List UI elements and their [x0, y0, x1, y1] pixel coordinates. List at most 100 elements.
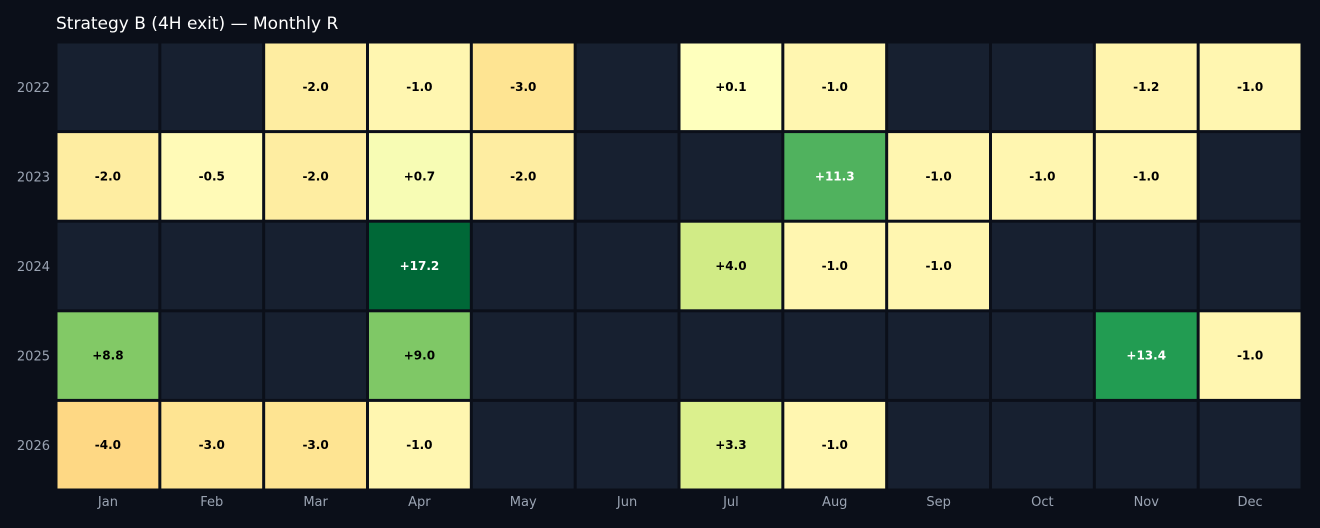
- cell-value-label: -2.0: [302, 80, 328, 94]
- heatmap-cell-2023-dec: [1199, 133, 1301, 220]
- y-tick-label: 2025: [17, 350, 50, 365]
- heatmap-cell-2025-dec: [1199, 312, 1301, 399]
- cell-value-label: -1.0: [925, 169, 951, 183]
- x-tick-label: Jan: [97, 495, 118, 510]
- heatmap-cell-2024-oct: [992, 222, 1093, 310]
- heatmap-cell-2022-nov: [1095, 43, 1197, 131]
- y-tick-label: 2024: [17, 260, 50, 275]
- heatmap-cell-2025-oct: [992, 312, 1093, 399]
- heatmap-cell-2022-dec: [1199, 43, 1301, 131]
- heatmap-cell-2022-sep: [888, 43, 989, 131]
- cell-value-label: -1.0: [822, 80, 848, 94]
- heatmap-cell-2026-mar: [265, 401, 366, 489]
- cell-value-label: -3.0: [199, 438, 225, 452]
- heatmap-cell-2023-jul: [680, 133, 782, 220]
- cell-value-label: +9.0: [404, 349, 435, 363]
- heatmap-cell-2026-sep: [888, 401, 989, 489]
- cell-value-label: -3.0: [302, 438, 328, 452]
- cell-value-label: +17.2: [400, 259, 440, 273]
- cell-value-label: -1.0: [406, 80, 432, 94]
- heatmap-cell-2026-jan: [57, 401, 159, 489]
- cell-value-label: -2.0: [510, 169, 536, 183]
- x-tick-label: Feb: [200, 495, 223, 510]
- heatmap-cell-2022-may: [472, 43, 574, 131]
- heatmap-cell-2025-apr: [369, 312, 470, 399]
- heatmap-cell-2023-may: [472, 133, 574, 220]
- heatmap-cell-2024-sep: [888, 222, 989, 310]
- heatmap-cell-2024-mar: [265, 222, 366, 310]
- heatmap-cell-2022-mar: [265, 43, 366, 131]
- heatmap-cell-2022-jun: [576, 43, 678, 131]
- heatmap-cell-2025-mar: [265, 312, 366, 399]
- heatmap-cell-2025-jul: [680, 312, 782, 399]
- x-tick-label: Jul: [722, 495, 739, 510]
- cell-value-label: -1.0: [1237, 80, 1263, 94]
- x-tick-label: Nov: [1134, 495, 1160, 510]
- heatmap-cell-2022-aug: [784, 43, 886, 131]
- heatmap-cell-2023-jan: [57, 133, 159, 220]
- cell-value-label: -1.0: [822, 259, 848, 273]
- heatmap-cell-2025-aug: [784, 312, 886, 399]
- heatmap-cell-2025-feb: [161, 312, 263, 399]
- heatmap-cell-2026-oct: [992, 401, 1093, 489]
- heatmap-cell-2025-nov: [1095, 312, 1197, 399]
- heatmap-cell-2026-jul: [680, 401, 782, 489]
- heatmap-cell-2026-apr: [369, 401, 470, 489]
- heatmap-cell-2026-dec: [1199, 401, 1301, 489]
- heatmap-cell-2026-jun: [576, 401, 678, 489]
- heatmap-cell-2026-nov: [1095, 401, 1197, 489]
- chart-title: Strategy B (4H exit) — Monthly R: [56, 14, 339, 34]
- heatmap-cell-2025-jun: [576, 312, 678, 399]
- heatmap-cell-2024-jul: [680, 222, 782, 310]
- cell-value-label: +0.7: [404, 169, 435, 183]
- heatmap-cell-2024-jun: [576, 222, 678, 310]
- heatmap-cell-2023-nov: [1095, 133, 1197, 220]
- x-tick-label: Jun: [616, 495, 637, 510]
- heatmap-cell-2023-jun: [576, 133, 678, 220]
- heatmap-cell-2023-oct: [992, 133, 1093, 220]
- heatmap-cell-2024-jan: [57, 222, 159, 310]
- y-tick-label: 2023: [17, 170, 50, 185]
- heatmap-cell-2024-may: [472, 222, 574, 310]
- y-tick-label: 2026: [17, 439, 50, 454]
- x-tick-label: May: [510, 495, 537, 510]
- cell-value-label: +4.0: [715, 259, 746, 273]
- cell-value-label: -1.2: [1133, 80, 1159, 94]
- heatmap-cell-2025-jan: [57, 312, 159, 399]
- cell-value-label: +3.3: [715, 438, 746, 452]
- x-tick-label: Mar: [303, 495, 328, 510]
- cell-value-label: -2.0: [95, 169, 121, 183]
- cell-value-label: -1.0: [406, 438, 432, 452]
- heatmap-cell-2024-dec: [1199, 222, 1301, 310]
- heatmap-cell-2024-apr: [369, 222, 470, 310]
- cell-value-label: +13.4: [1126, 349, 1166, 363]
- heatmap-cell-2022-oct: [992, 43, 1093, 131]
- cell-value-label: -1.0: [925, 259, 951, 273]
- heatmap-cell-2026-feb: [161, 401, 263, 489]
- cell-value-label: +0.1: [715, 80, 746, 94]
- heatmap-cell-2024-feb: [161, 222, 263, 310]
- heatmap-cell-2023-aug: [784, 133, 886, 220]
- cell-value-label: +11.3: [815, 169, 855, 183]
- heatmap-cell-2022-jan: [57, 43, 159, 131]
- cell-value-label: -1.0: [822, 438, 848, 452]
- heatmap-cell-2022-jul: [680, 43, 782, 131]
- x-tick-label: Aug: [822, 495, 847, 510]
- heatmap-cell-2024-aug: [784, 222, 886, 310]
- heatmap-cell-2023-sep: [888, 133, 989, 220]
- heatmap-cell-2023-feb: [161, 133, 263, 220]
- cell-value-label: +8.8: [92, 349, 123, 363]
- heatmap-cell-2022-apr: [369, 43, 470, 131]
- cell-value-label: -0.5: [199, 169, 225, 183]
- cell-value-label: -1.0: [1133, 169, 1159, 183]
- heatmap-cell-2024-nov: [1095, 222, 1197, 310]
- cell-value-label: -1.0: [1029, 169, 1055, 183]
- x-tick-label: Oct: [1031, 495, 1053, 510]
- heatmap-cell-2025-may: [472, 312, 574, 399]
- y-tick-label: 2022: [17, 81, 50, 96]
- heatmap-cell-2025-sep: [888, 312, 989, 399]
- x-tick-label: Apr: [408, 495, 431, 510]
- heatmap-cell-2026-may: [472, 401, 574, 489]
- heatmap-cell-2023-apr: [369, 133, 470, 220]
